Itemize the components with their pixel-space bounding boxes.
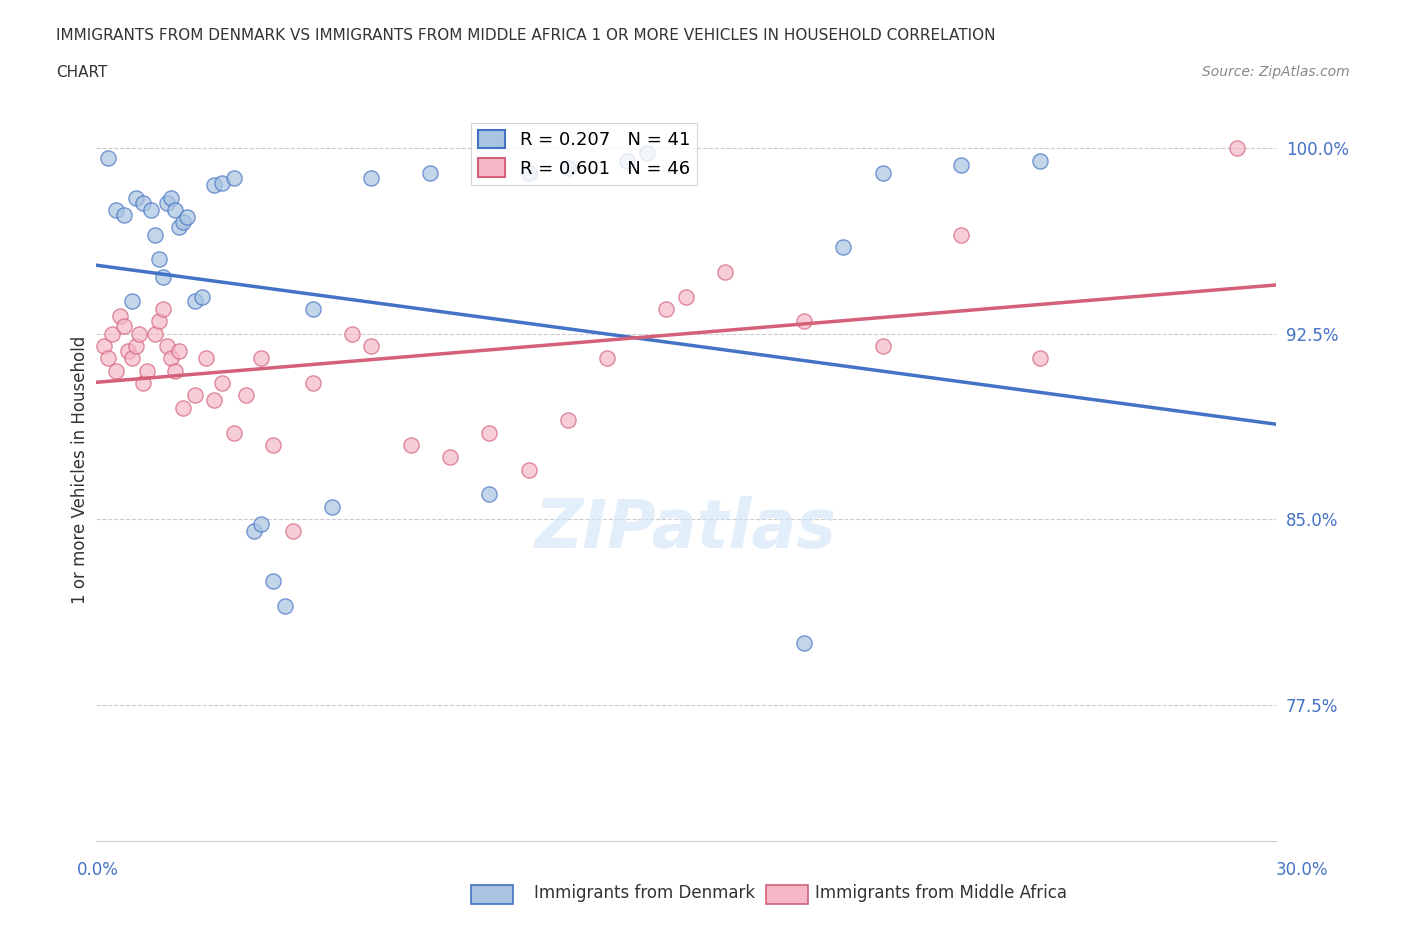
Point <box>202 178 225 193</box>
Point <box>950 227 973 242</box>
Point <box>183 294 205 309</box>
Point <box>104 364 127 379</box>
Point <box>557 161 579 176</box>
Point <box>262 437 284 452</box>
Text: Immigrants from Middle Africa: Immigrants from Middle Africa <box>815 884 1067 902</box>
Point <box>360 339 382 353</box>
Point <box>121 294 143 309</box>
Point <box>152 301 174 316</box>
Point <box>793 313 815 328</box>
Point <box>160 190 183 205</box>
Point <box>124 190 146 205</box>
Point <box>321 499 343 514</box>
Point <box>148 313 170 328</box>
Point <box>152 270 174 285</box>
Point <box>97 151 120 166</box>
Point <box>128 326 150 341</box>
Point <box>104 203 127 218</box>
Point <box>439 450 461 465</box>
Point <box>172 215 194 230</box>
Point <box>301 376 323 391</box>
Point <box>360 170 382 185</box>
Text: Source: ZipAtlas.com: Source: ZipAtlas.com <box>1202 65 1350 79</box>
Point <box>108 309 131 324</box>
Point <box>872 166 894 180</box>
Point <box>478 487 501 502</box>
Legend: R = 0.207   N = 41, R = 0.601   N = 46: R = 0.207 N = 41, R = 0.601 N = 46 <box>471 123 697 185</box>
Point <box>517 462 540 477</box>
Point <box>121 351 143 365</box>
Point <box>235 388 257 403</box>
Point <box>695 845 717 860</box>
Point <box>117 343 139 358</box>
Point <box>163 203 186 218</box>
Y-axis label: 1 or more Vehicles in Household: 1 or more Vehicles in Household <box>72 336 89 604</box>
Text: ZIPatlas: ZIPatlas <box>536 496 837 562</box>
Point <box>301 301 323 316</box>
Point <box>832 240 855 255</box>
Point <box>112 319 135 334</box>
Point <box>160 351 183 365</box>
Point <box>478 425 501 440</box>
Point <box>1226 140 1249 155</box>
Point <box>419 166 441 180</box>
Point <box>191 289 214 304</box>
Point <box>132 195 155 210</box>
Text: Immigrants from Denmark: Immigrants from Denmark <box>534 884 755 902</box>
Point <box>176 210 198 225</box>
Point <box>655 301 678 316</box>
Point <box>517 166 540 180</box>
Point <box>156 195 179 210</box>
Text: 30.0%: 30.0% <box>1277 860 1329 879</box>
Text: CHART: CHART <box>56 65 108 80</box>
Point <box>202 393 225 408</box>
Point <box>616 153 638 168</box>
Point <box>675 289 697 304</box>
Point <box>222 425 245 440</box>
Point <box>596 351 619 365</box>
Point <box>262 574 284 589</box>
Point <box>950 158 973 173</box>
Point <box>132 376 155 391</box>
Point <box>183 388 205 403</box>
Point <box>148 252 170 267</box>
Point <box>872 339 894 353</box>
Point <box>242 524 264 538</box>
Point <box>1029 351 1052 365</box>
Point <box>143 227 166 242</box>
Point <box>136 364 159 379</box>
Point <box>124 339 146 353</box>
Point <box>281 524 304 538</box>
Point <box>93 339 115 353</box>
Point <box>274 598 297 613</box>
Point <box>211 176 233 191</box>
Point <box>557 413 579 428</box>
Point <box>143 326 166 341</box>
Point <box>734 853 756 868</box>
Point <box>112 207 135 222</box>
Point <box>167 219 190 234</box>
Point <box>172 401 194 416</box>
Point <box>195 351 218 365</box>
Point <box>714 264 737 279</box>
Point <box>97 351 120 365</box>
Point <box>636 146 658 161</box>
Point <box>101 326 124 341</box>
Point <box>250 517 273 532</box>
Text: 0.0%: 0.0% <box>77 860 120 879</box>
Point <box>250 351 273 365</box>
Point <box>793 635 815 650</box>
Point <box>163 364 186 379</box>
Point <box>167 343 190 358</box>
Point <box>399 437 422 452</box>
Point <box>340 326 363 341</box>
Text: IMMIGRANTS FROM DENMARK VS IMMIGRANTS FROM MIDDLE AFRICA 1 OR MORE VEHICLES IN H: IMMIGRANTS FROM DENMARK VS IMMIGRANTS FR… <box>56 28 995 43</box>
Point <box>1029 153 1052 168</box>
Point <box>211 376 233 391</box>
Point <box>222 170 245 185</box>
Point <box>141 203 163 218</box>
Point <box>156 339 179 353</box>
